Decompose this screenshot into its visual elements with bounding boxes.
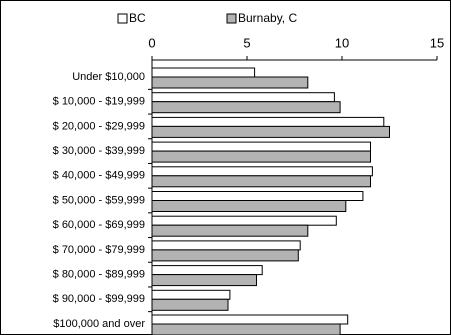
bar <box>151 67 256 78</box>
bar <box>151 141 371 152</box>
bar <box>151 191 364 201</box>
bar <box>151 92 335 103</box>
y-tick-label: $ 70,000 - $79,999 <box>53 244 145 256</box>
bar <box>151 116 385 127</box>
bar <box>151 200 347 212</box>
bar <box>151 166 373 177</box>
bar <box>151 101 341 114</box>
x-tick-label: 5 <box>243 35 250 50</box>
bar <box>151 76 309 89</box>
bar <box>151 289 231 300</box>
y-tick-label: $ 40,000 - $49,999 <box>53 170 145 182</box>
y-tick-label: $ 90,000 - $99,999 <box>53 293 145 305</box>
bar <box>151 175 371 188</box>
y-tick-label: $ 80,000 - $89,999 <box>53 269 145 281</box>
legend-swatch <box>226 13 237 24</box>
bar <box>151 240 301 251</box>
bar <box>151 125 390 138</box>
x-tick-label: 10 <box>335 35 349 50</box>
bar <box>151 323 341 335</box>
bar <box>151 224 309 237</box>
bar <box>151 265 263 276</box>
bar <box>151 215 337 226</box>
x-tick-label: 0 <box>148 35 155 50</box>
y-tick-label: $ 50,000 - $59,999 <box>53 194 145 206</box>
x-tick-label: 15 <box>430 35 444 50</box>
y-tick-label: $100,000 and over <box>53 318 145 330</box>
bar <box>151 314 349 325</box>
y-tick-label: Under $10,000 <box>72 71 145 83</box>
legend-swatch <box>117 13 128 24</box>
bar <box>151 298 229 311</box>
bar <box>151 274 257 287</box>
y-tick-label: $ 30,000 - $39,999 <box>53 145 145 157</box>
y-tick-label: $ 60,000 - $69,999 <box>53 219 145 231</box>
legend-label: Burnaby, C <box>238 11 297 25</box>
bar <box>151 150 371 163</box>
bar <box>151 249 299 262</box>
y-tick-label: $ 10,000 - $19,999 <box>53 96 145 108</box>
y-tick-label: $ 20,000 - $29,999 <box>53 120 145 132</box>
legend-label: BC <box>129 11 146 25</box>
